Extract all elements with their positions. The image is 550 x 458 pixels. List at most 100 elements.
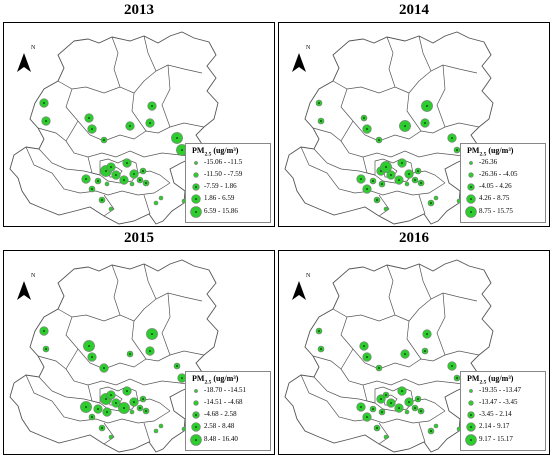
- map-frame: N PM2.5 (ug/m³) -18.70 - -14.51 -14.51 -…: [3, 250, 275, 455]
- monitoring-point-center: [145, 410, 147, 412]
- monitoring-point-center: [424, 122, 426, 124]
- monitoring-point-center: [470, 198, 472, 200]
- legend-item: -14.51 - -4.68: [189, 397, 269, 409]
- monitoring-point: [158, 195, 164, 201]
- monitoring-point-center: [151, 333, 153, 335]
- monitoring-point-center: [320, 120, 322, 122]
- monitoring-point-center: [176, 137, 178, 139]
- legend-marker: [194, 389, 198, 393]
- monitoring-point-center: [470, 211, 472, 213]
- district-boundary: [386, 36, 396, 88]
- monitoring-point: [153, 428, 159, 434]
- monitoring-point-center: [88, 345, 90, 347]
- monitoring-point-center: [470, 414, 472, 416]
- map-frame: N PM2.5 (ug/m³) -19.35 - -13.47 -13.47 -…: [278, 250, 550, 455]
- district-boundary: [37, 120, 79, 142]
- monitoring-point-center: [398, 179, 400, 181]
- district-boundary: [332, 80, 410, 94]
- monitoring-point-center: [43, 102, 45, 104]
- monitoring-point-center: [43, 330, 45, 332]
- district-boundary: [362, 384, 376, 404]
- monitoring-point-center: [398, 407, 400, 409]
- district-boundary: [406, 320, 422, 360]
- monitoring-point-center: [85, 178, 87, 180]
- legend-marker-icon: [191, 422, 201, 432]
- monitoring-point-center: [401, 162, 403, 164]
- monitoring-point-center: [101, 427, 103, 429]
- legend-marker-icon: [193, 400, 199, 406]
- legend-marker-icon: [194, 389, 198, 393]
- district-boundary: [65, 316, 79, 350]
- legend-item: 9.17 - 15.17: [464, 434, 544, 446]
- district-boundary: [25, 374, 171, 424]
- monitoring-point-center: [129, 353, 131, 355]
- legend-marker-icon: [465, 206, 477, 218]
- district-boundary: [352, 348, 480, 370]
- north-arrow-icon: N: [292, 273, 311, 300]
- legend-marker-icon: [467, 183, 475, 191]
- monitoring-point-center: [366, 128, 368, 130]
- north-label: N: [31, 45, 36, 51]
- monitoring-point-center: [103, 367, 105, 369]
- legend-marker-icon: [466, 194, 476, 204]
- monitoring-point-center: [390, 174, 392, 176]
- monitoring-point-center: [142, 170, 144, 172]
- monitoring-point-center: [195, 211, 197, 213]
- monitoring-point-center: [91, 416, 93, 418]
- monitoring-point: [108, 434, 114, 440]
- district-boundary: [143, 194, 151, 215]
- monitoring-point-center: [390, 402, 392, 404]
- district-boundary: [418, 422, 426, 443]
- legend: PM2.5 (ug/m³) -15.06 - -11.5 -11.50 - -7…: [185, 143, 271, 223]
- legend-item: -4.68 - 2.58: [189, 409, 269, 421]
- district-boundary: [103, 422, 115, 445]
- panel-year-title: 2014: [399, 2, 429, 18]
- monitoring-point-center: [404, 125, 406, 127]
- legend-marker: [469, 389, 473, 393]
- district-boundary: [87, 156, 101, 176]
- monitoring-point-center: [123, 179, 125, 181]
- monitoring-point-center: [376, 427, 378, 429]
- city-boundary: [284, 31, 494, 225]
- district-boundary: [161, 292, 171, 356]
- district-boundary: [103, 194, 115, 217]
- legend-marker-icon: [469, 161, 473, 165]
- monitoring-point: [129, 181, 135, 187]
- district-boundary: [418, 35, 432, 72]
- district-boundary: [57, 308, 135, 322]
- monitoring-point-center: [414, 179, 416, 181]
- monitoring-point-center: [451, 137, 453, 139]
- city-boundary: [9, 31, 219, 225]
- panel-year-title: 2016: [399, 230, 429, 246]
- district-boundary: [378, 194, 390, 217]
- legend-item: 1.86 - 6.59: [189, 193, 269, 205]
- monitoring-point: [129, 409, 135, 415]
- map-frame: N PM2.5 (ug/m³) -26.36 -26.36 - -4.05 -4…: [278, 22, 550, 227]
- legend: PM2.5 (ug/m³) -19.35 - -13.47 -13.47 - -…: [460, 371, 546, 451]
- district-boundary: [38, 376, 101, 404]
- monitoring-point-center: [318, 330, 320, 332]
- monitoring-point-center: [456, 149, 458, 151]
- legend-marker-icon: [193, 172, 199, 178]
- monitoring-point-center: [142, 398, 144, 400]
- monitoring-point-center: [372, 408, 374, 410]
- north-label: N: [31, 273, 36, 279]
- monitoring-point-center: [126, 162, 128, 164]
- district-boundary: [340, 88, 354, 122]
- district-boundary: [25, 146, 171, 196]
- city-boundary: [9, 259, 219, 453]
- legend-item: 4.26 - 8.75: [464, 193, 544, 205]
- legend-item: -26.36 - -4.05: [464, 169, 544, 181]
- legend-item: -7.59 - 1.86: [189, 181, 269, 193]
- district-boundary: [418, 263, 432, 300]
- district-boundary: [362, 156, 376, 176]
- monitoring-point-center: [366, 416, 368, 418]
- monitoring-point-center: [126, 390, 128, 392]
- monitoring-point: [108, 206, 114, 212]
- monitoring-point-center: [363, 345, 365, 347]
- monitoring-point-center: [105, 398, 107, 400]
- legend-item: -15.06 - -11.5: [189, 157, 269, 169]
- district-boundary: [418, 194, 426, 215]
- monitoring-point-center: [380, 398, 382, 400]
- district-boundary: [77, 120, 205, 142]
